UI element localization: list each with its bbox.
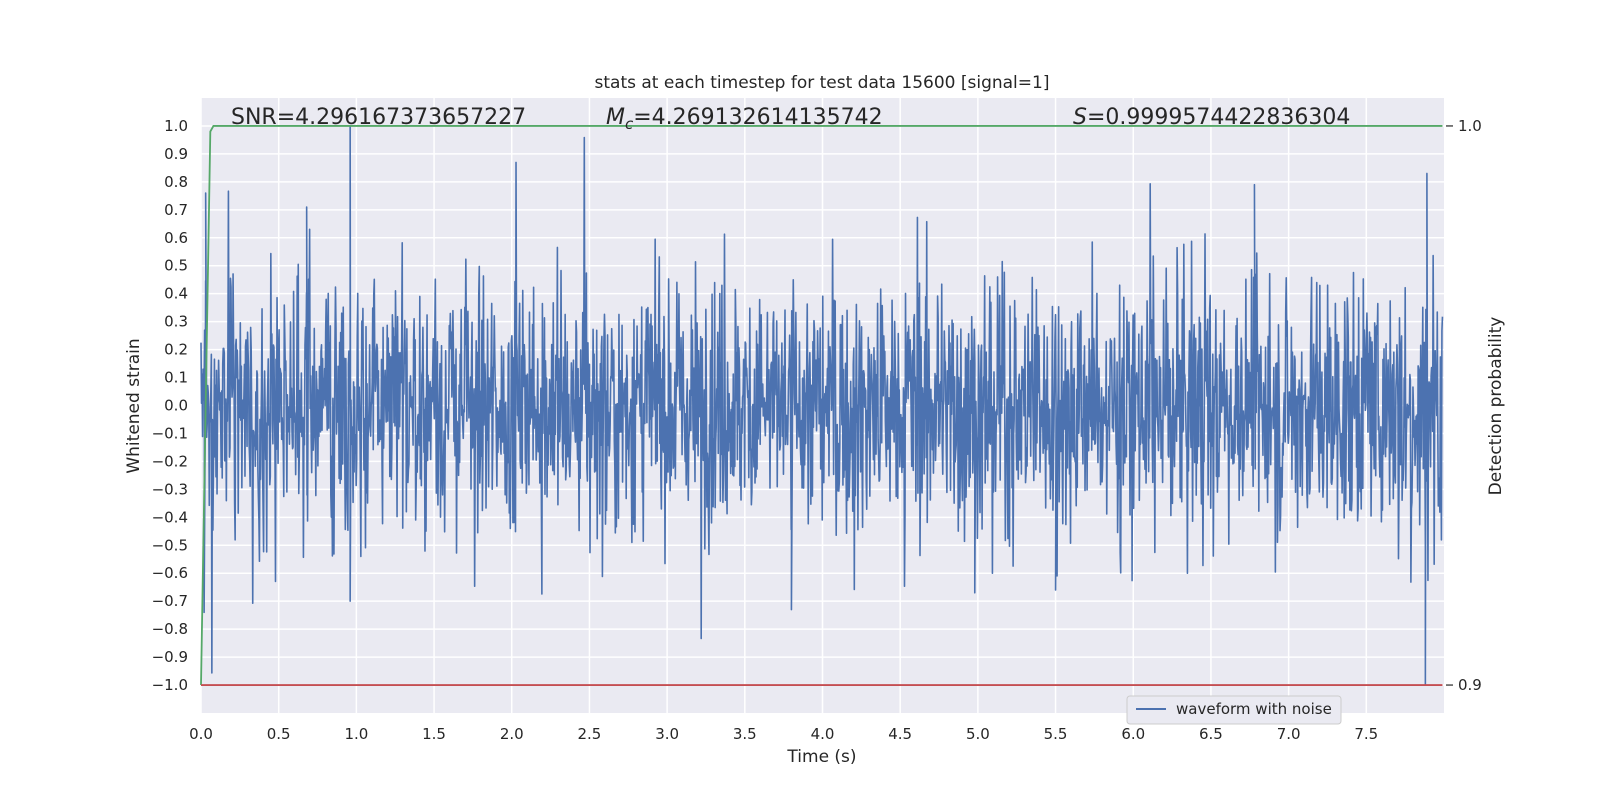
y-tick-label: −0.9 xyxy=(152,648,188,666)
y-tick-label: −0.8 xyxy=(152,620,188,638)
x-tick-label: 0.5 xyxy=(267,725,291,743)
x-tick-label: 1.0 xyxy=(344,725,368,743)
x-tick-label: 2.5 xyxy=(578,725,602,743)
detection-probability-line xyxy=(200,125,1443,686)
y2-tick-label: 1.0 xyxy=(1458,117,1482,135)
x-tick-label: 3.0 xyxy=(655,725,679,743)
y2-axis-ticks: 1.0 0.9 xyxy=(1446,117,1482,694)
y-tick-label: −0.3 xyxy=(152,480,188,498)
x-tick-label: 0.0 xyxy=(189,725,213,743)
y-tick-label: 0.9 xyxy=(164,145,188,163)
y-tick-label: −0.4 xyxy=(152,508,188,526)
y-tick-label: 0.4 xyxy=(164,285,188,303)
waveform-line xyxy=(200,125,1444,686)
chart-title: stats at each timestep for test data 156… xyxy=(595,73,1050,93)
y-axis-ticks: 1.0 0.9 0.8 0.7 0.6 0.5 0.4 0.3 0.2 0.1 0.0 −0.1 −0.… xyxy=(152,117,188,694)
y-tick-label: 0.7 xyxy=(164,201,188,219)
x-tick-label: 4.5 xyxy=(888,725,912,743)
y-tick-label: −0.6 xyxy=(152,564,188,582)
legend: waveform with noise xyxy=(1126,695,1342,725)
waveform-series xyxy=(200,125,1444,686)
legend-box xyxy=(1126,695,1342,725)
chirp-mass-value: =4.269132614135742 xyxy=(633,105,882,130)
y-tick-label: 0.3 xyxy=(164,313,188,331)
chirp-mass-subscript: c xyxy=(625,115,634,133)
y-tick-label: 0.2 xyxy=(164,341,188,359)
x-axis-label: Time (s) xyxy=(786,747,856,767)
x-tick-label: 5.5 xyxy=(1044,725,1068,743)
y-tick-label: −0.7 xyxy=(152,592,188,610)
x-tick-label: 3.5 xyxy=(733,725,757,743)
y2-tick-label: 0.9 xyxy=(1458,676,1482,694)
x-tick-label: 7.0 xyxy=(1277,725,1301,743)
y2-axis-label: Detection probability xyxy=(1486,317,1506,496)
y-tick-label: 0.8 xyxy=(164,173,188,191)
y-tick-label: −1.0 xyxy=(152,676,188,694)
y-tick-label: 0.1 xyxy=(164,369,188,387)
x-tick-label: 4.0 xyxy=(811,725,835,743)
x-tick-label: 6.5 xyxy=(1199,725,1223,743)
x-tick-label: 5.0 xyxy=(966,725,990,743)
snr-annotation: SNR=4.296167373657227 xyxy=(231,105,526,130)
overlay-series xyxy=(200,125,1443,686)
detection-stat-symbol: S xyxy=(1073,105,1087,130)
chirp-mass-annotation: Mc=4.269132614135742 xyxy=(606,105,883,133)
y-tick-label: −0.2 xyxy=(152,452,188,470)
chirp-mass-symbol: M xyxy=(606,105,625,130)
y-tick-label: 0.0 xyxy=(164,397,188,415)
y-tick-label: −0.1 xyxy=(152,424,188,442)
x-axis-ticks: 0.0 0.5 1.0 1.5 2.0 2.5 3.0 3.5 4.0 4.5 5.0 5.5 6.0 6… xyxy=(189,725,1378,743)
y-tick-label: 1.0 xyxy=(164,117,188,135)
detection-stat-annotation: S=0.9999574422836304 xyxy=(1073,105,1350,130)
legend-label: waveform with noise xyxy=(1176,700,1332,718)
y-tick-label: 0.6 xyxy=(164,229,188,247)
x-tick-label: 2.0 xyxy=(500,725,524,743)
detection-stat-value: =0.9999574422836304 xyxy=(1087,105,1350,130)
x-tick-label: 1.5 xyxy=(422,725,446,743)
y-tick-label: −0.5 xyxy=(152,536,188,554)
x-tick-label: 7.5 xyxy=(1354,725,1378,743)
y-tick-label: 0.5 xyxy=(164,257,188,275)
y-axis-label: Whitened strain xyxy=(124,338,144,473)
x-tick-label: 6.0 xyxy=(1121,725,1145,743)
